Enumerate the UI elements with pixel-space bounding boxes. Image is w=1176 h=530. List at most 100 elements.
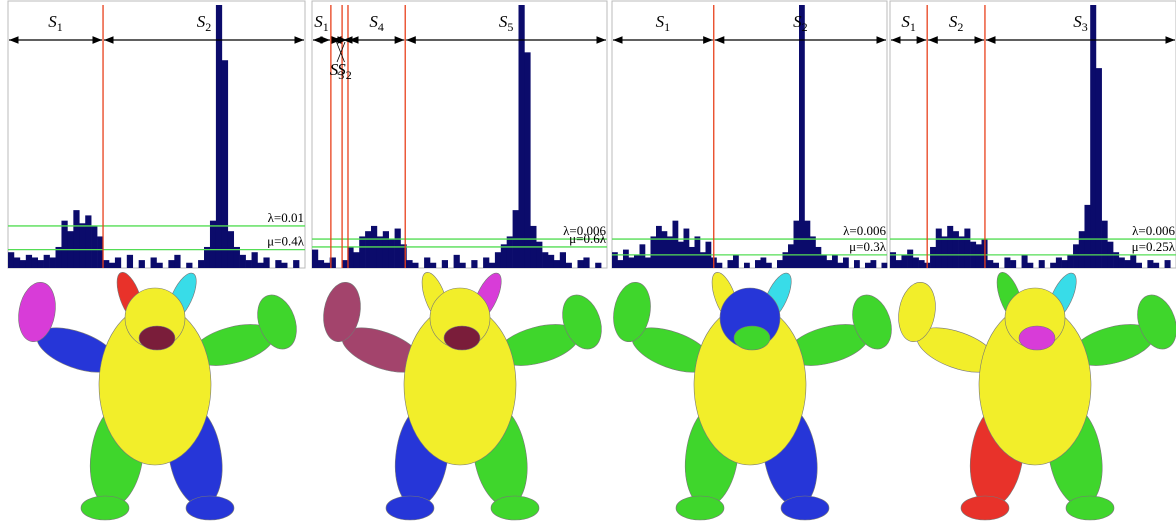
- model-render: [319, 269, 608, 520]
- histogram-bar: [919, 260, 925, 268]
- threshold-label: μ=0.4λ: [267, 234, 305, 249]
- histogram-bar: [186, 263, 192, 268]
- histogram-bar: [882, 263, 888, 268]
- histogram-bar: [216, 5, 222, 268]
- histogram-bar: [578, 260, 584, 268]
- histogram-bar: [524, 52, 530, 268]
- histogram-bar: [501, 244, 507, 268]
- histogram-bar: [454, 255, 460, 268]
- threshold-label: μ=0.25λ: [1132, 239, 1176, 254]
- histogram-bar: [1039, 260, 1045, 268]
- histogram-bar: [519, 5, 525, 268]
- histogram-bar: [85, 215, 91, 268]
- segment-subscript: 2: [957, 20, 963, 34]
- histogram-bar: [536, 242, 542, 268]
- histogram-bar: [640, 244, 646, 268]
- segment-subscript: 2: [802, 20, 808, 34]
- histogram-bar: [495, 252, 501, 268]
- histogram-bar: [964, 229, 970, 268]
- histogram-bar: [222, 60, 228, 268]
- histogram-bar: [662, 231, 668, 268]
- histogram-bar: [993, 263, 999, 268]
- histogram-bar: [157, 263, 163, 268]
- segment-label: S1: [48, 12, 63, 34]
- histogram-bar: [1090, 5, 1096, 268]
- histogram-bar: [1004, 257, 1010, 268]
- histogram-bar: [412, 263, 418, 268]
- histogram-bar: [359, 236, 365, 268]
- histogram-bar: [1165, 260, 1171, 268]
- histogram-bar: [198, 260, 204, 268]
- foot: [1066, 496, 1114, 520]
- page: {"chart_data": [ {"type": "histogram", "…: [0, 0, 1176, 530]
- histogram-bar: [507, 236, 513, 268]
- histogram-bar: [8, 252, 14, 268]
- histogram-bar: [554, 260, 560, 268]
- histogram-bar: [365, 231, 371, 268]
- histogram-bar: [50, 257, 56, 268]
- histogram-bar: [717, 263, 723, 268]
- plot-frame: [8, 1, 305, 268]
- histogram-bar: [483, 257, 489, 268]
- histogram-bar: [794, 221, 800, 268]
- histogram-bar: [103, 260, 109, 268]
- histogram-bar: [827, 260, 833, 268]
- histogram-bar: [832, 255, 838, 268]
- mouth: [1019, 326, 1055, 350]
- foot: [186, 496, 234, 520]
- histogram-bar: [32, 257, 38, 268]
- histogram-bar: [263, 257, 269, 268]
- histogram-bar: [656, 226, 662, 268]
- histogram-bar: [1102, 221, 1108, 268]
- histogram-bar: [324, 263, 330, 268]
- threshold-label: λ=0.006: [1132, 223, 1175, 238]
- histogram-bar: [471, 260, 477, 268]
- histogram-bar: [560, 252, 566, 268]
- histogram-bar: [389, 239, 395, 268]
- histogram-bar: [761, 257, 767, 268]
- threshold-label: μ=0.3λ: [849, 239, 887, 254]
- histogram-bar: [1125, 260, 1131, 268]
- segment-subscript: 4: [378, 20, 384, 34]
- histogram-bar: [424, 257, 430, 268]
- histogram-bar: [246, 260, 252, 268]
- histogram-bar: [843, 257, 849, 268]
- histogram-bar: [38, 260, 44, 268]
- histogram-bar: [1084, 205, 1090, 268]
- histogram-bar: [901, 255, 907, 268]
- histogram-bar: [174, 255, 180, 268]
- histogram-bar: [257, 263, 263, 268]
- histogram-bar: [634, 255, 640, 268]
- histogram-bar: [854, 260, 860, 268]
- foot: [386, 496, 434, 520]
- histogram-bar: [805, 221, 811, 268]
- segment-label: S1: [656, 12, 671, 34]
- foot: [781, 496, 829, 520]
- histogram-bar: [1119, 257, 1125, 268]
- histogram-bar: [293, 260, 299, 268]
- histogram-bar: [109, 263, 115, 268]
- histogram-bar: [1027, 263, 1033, 268]
- histogram-bar: [1147, 260, 1153, 268]
- foot: [676, 496, 724, 520]
- histogram-bar: [318, 260, 324, 268]
- histogram-bar: [896, 260, 902, 268]
- segment-subscript: 2: [346, 68, 352, 82]
- histogram-bar: [312, 250, 318, 268]
- histogram-bar: [865, 263, 871, 268]
- histogram-bar: [976, 244, 982, 268]
- threshold-label: λ=0.01: [268, 210, 304, 225]
- foot: [961, 496, 1009, 520]
- histogram-bar: [913, 257, 919, 268]
- histogram-bar: [489, 263, 495, 268]
- histogram-bar: [395, 229, 401, 268]
- mouth: [734, 326, 770, 350]
- histogram-bar: [673, 221, 679, 268]
- segment-label: S1: [314, 12, 329, 34]
- model-render: [14, 269, 303, 520]
- histogram-bar: [595, 263, 601, 268]
- histogram-bar: [907, 250, 913, 268]
- histogram-bar: [566, 263, 572, 268]
- segment-label: S2: [949, 12, 964, 34]
- threshold-label: λ=0.006: [843, 223, 886, 238]
